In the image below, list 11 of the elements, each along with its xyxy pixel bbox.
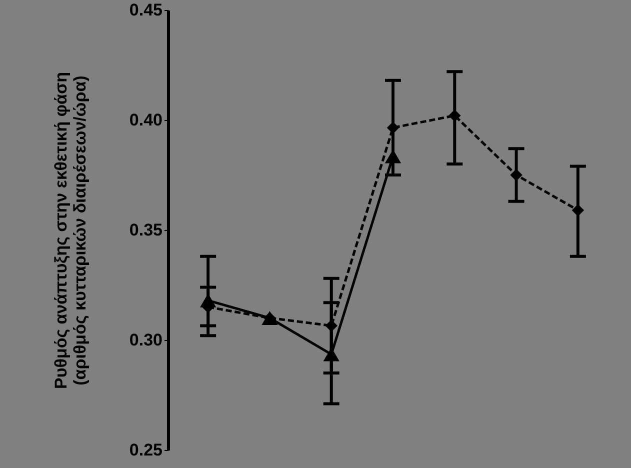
- point: [448, 109, 461, 122]
- y-tick-label: 0.30: [129, 330, 162, 350]
- y-axis-title: Ρυθμός ανάπτυξης στην εκθετική φάση (αριθμός κυτταρικών διαιρέσεων/ώρα): [51, 72, 90, 390]
- y-tick-label: 0.45: [129, 0, 162, 20]
- point: [325, 320, 338, 332]
- y-tick-label: 0.25: [129, 440, 162, 460]
- point: [572, 204, 584, 216]
- point: [510, 168, 522, 182]
- y-tick-label: 0.35: [129, 220, 162, 240]
- y-tick-label: 0.40: [129, 110, 162, 130]
- point: [386, 122, 400, 134]
